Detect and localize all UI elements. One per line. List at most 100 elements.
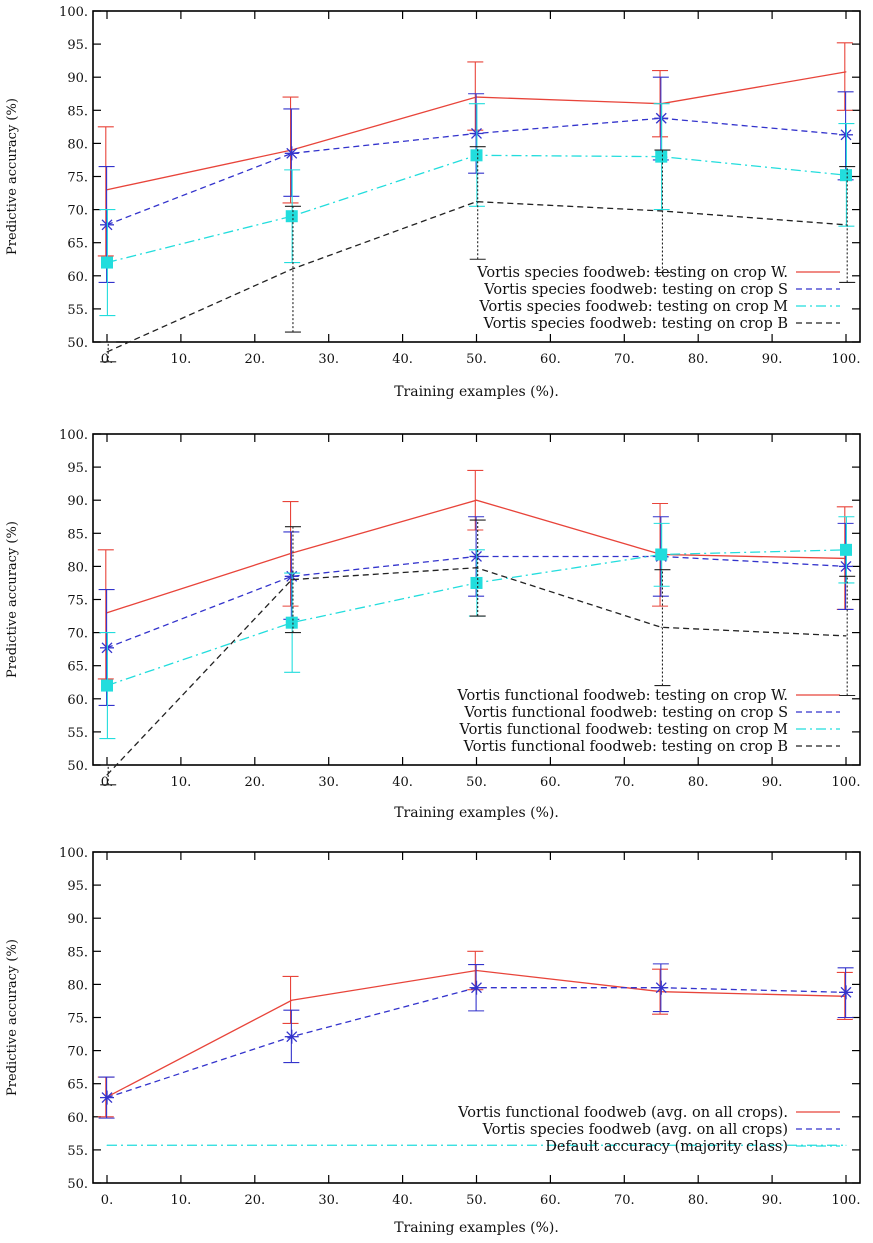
- x-tick-label: 50.: [466, 775, 487, 790]
- y-tick-label: 60.: [67, 693, 88, 708]
- data-point: [660, 626, 662, 628]
- data-point-star: [839, 985, 853, 1000]
- legend-label: Vortis species foodweb: testing on crop …: [476, 265, 788, 281]
- y-tick-label: 85.: [67, 527, 88, 542]
- y-tick-label: 80.: [67, 560, 88, 575]
- x-tick-label: 90.: [762, 775, 783, 790]
- data-point-square: [101, 256, 113, 269]
- series-1: [97, 950, 853, 1118]
- y-tick-label: 90.: [67, 494, 88, 509]
- data-point-square: [285, 616, 298, 629]
- y-tick-label: 100.: [59, 428, 88, 443]
- y-axis-title: Predictive accuracy (%): [5, 939, 20, 1096]
- y-tick-label: 50.: [67, 336, 88, 351]
- star-stroke: [286, 1031, 298, 1043]
- y-axis-title: Predictive accuracy (%): [5, 521, 20, 678]
- y-tick-label: 55.: [67, 1144, 88, 1159]
- x-tick-label: 0.: [101, 1193, 113, 1208]
- legend-label: Vortis functional foodweb: testing on cr…: [463, 705, 788, 721]
- x-tick-label: 40.: [392, 1193, 413, 1208]
- legend-label: Vortis functional foodweb (avg. on all c…: [457, 1105, 788, 1121]
- x-tick-label: 100.: [832, 352, 861, 367]
- x-tick-label: 70.: [614, 1193, 635, 1208]
- data-point: [476, 201, 477, 203]
- x-tick-label: 60.: [540, 775, 561, 790]
- x-axis-title: Training examples (%).: [394, 1220, 559, 1236]
- legend-label: Vortis functional foodweb: testing on cr…: [463, 739, 788, 755]
- legend-label: Vortis species foodweb: testing on crop …: [483, 316, 788, 332]
- data-point: [106, 1144, 108, 1146]
- y-tick-label: 70.: [67, 204, 88, 219]
- data-point-star: [284, 1029, 299, 1044]
- data-point-star: [469, 980, 484, 995]
- y-tick-label: 75.: [67, 1012, 88, 1027]
- data-point: [476, 499, 477, 501]
- data-point-square: [470, 149, 483, 162]
- x-tick-label: 10.: [171, 1193, 192, 1208]
- data-point: [291, 268, 293, 270]
- x-axis-title: Training examples (%).: [394, 805, 559, 821]
- y-tick-label: 60.: [67, 1111, 88, 1126]
- x-tick-label: 90.: [762, 1193, 783, 1208]
- data-point-square: [840, 169, 852, 182]
- x-tick-label: 80.: [688, 1193, 709, 1208]
- y-tick-label: 60.: [67, 270, 88, 285]
- y-tick-label: 95.: [67, 461, 88, 476]
- data-point: [476, 567, 477, 569]
- series-2: [98, 516, 854, 706]
- data-point-star: [100, 1090, 114, 1105]
- star-stroke: [286, 147, 298, 159]
- star-stroke: [471, 982, 482, 994]
- y-tick-label: 50.: [67, 759, 88, 774]
- series-2: [98, 963, 854, 1119]
- x-tick-label: 60.: [540, 352, 561, 367]
- x-tick-label: 50.: [466, 1193, 487, 1208]
- star-stroke: [840, 986, 852, 998]
- data-point-square: [655, 548, 668, 561]
- data-point: [845, 224, 847, 226]
- x-tick-label: 40.: [392, 775, 413, 790]
- y-tick-label: 90.: [67, 71, 88, 86]
- star-stroke: [101, 1092, 113, 1104]
- x-tick-label: 0.: [101, 352, 113, 367]
- y-tick-label: 80.: [67, 137, 88, 152]
- y-tick-label: 55.: [67, 303, 88, 318]
- data-point-square: [101, 679, 113, 692]
- y-tick-label: 65.: [67, 1078, 88, 1093]
- x-tick-label: 80.: [688, 352, 709, 367]
- x-tick-label: 20.: [244, 1193, 265, 1208]
- data-point: [106, 774, 108, 776]
- x-tick-label: 10.: [171, 775, 192, 790]
- x-tick-label: 60.: [540, 1193, 561, 1208]
- series-3: [106, 1144, 847, 1146]
- y-tick-label: 85.: [67, 945, 88, 960]
- x-axis-title: Training examples (%).: [394, 384, 559, 400]
- data-point-square: [285, 210, 298, 223]
- y-tick-label: 80.: [67, 978, 88, 993]
- data-point-star: [654, 980, 669, 995]
- x-tick-label: 0.: [101, 775, 113, 790]
- series-line: [106, 201, 847, 353]
- series-2: [98, 76, 854, 283]
- series-4: [100, 146, 856, 363]
- data-point: [845, 635, 847, 637]
- y-tick-label: 65.: [67, 237, 88, 252]
- chart-panel-3: 50. 55. 60. 65. 70. 75. 80. 85. 90. 95. 100. 0. 10. 2…: [5, 846, 861, 1236]
- y-tick-label: 90.: [67, 912, 88, 927]
- data-point: [845, 71, 847, 73]
- x-tick-label: 30.: [318, 352, 339, 367]
- series-3: [99, 516, 855, 740]
- y-tick-label: 70.: [67, 627, 88, 642]
- x-tick-label: 30.: [318, 775, 339, 790]
- x-tick-label: 10.: [171, 352, 192, 367]
- data-point: [845, 1144, 847, 1146]
- legend-label: Vortis species foodweb (avg. on all crop…: [482, 1122, 788, 1138]
- x-tick-label: 40.: [392, 352, 413, 367]
- star-stroke: [655, 982, 667, 994]
- x-tick-label: 30.: [318, 1193, 339, 1208]
- x-tick-label: 80.: [688, 775, 709, 790]
- data-point: [660, 1144, 662, 1146]
- x-tick-label: 100.: [832, 775, 861, 790]
- data-point-square: [655, 150, 668, 163]
